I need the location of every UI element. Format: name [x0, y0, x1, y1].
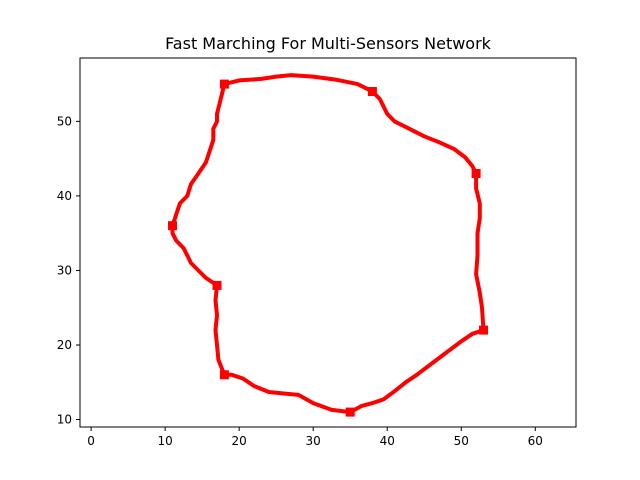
sensor-marker: [345, 407, 355, 417]
y-tick-label: 50: [57, 114, 72, 128]
x-tick-label: 10: [157, 434, 172, 448]
sensor-marker: [219, 370, 229, 380]
sensor-marker: [367, 87, 377, 96]
x-tick-label: 30: [306, 434, 321, 448]
x-tick-label: 40: [380, 434, 395, 448]
y-tick-label: 30: [57, 263, 72, 277]
y-axis: 10 20 30 40 50: [57, 114, 80, 427]
sensor-marker: [219, 79, 229, 89]
sensor-marker: [479, 325, 488, 335]
x-tick-label: 60: [528, 434, 543, 448]
chart-title: Fast Marching For Multi-Sensors Network: [165, 34, 492, 53]
plot-area: [168, 73, 488, 417]
y-tick-label: 20: [57, 338, 72, 352]
x-axis: 0 10 20 30 40 50 60: [87, 427, 543, 448]
sensor-marker: [168, 221, 177, 231]
y-tick-label: 40: [57, 189, 72, 203]
sensor-marker: [471, 169, 481, 178]
sensor-marker: [212, 280, 222, 290]
x-tick-label: 20: [232, 434, 247, 448]
contour-line: [170, 73, 486, 415]
x-tick-label: 0: [87, 434, 95, 448]
plot-frame: [79, 57, 577, 428]
x-tick-label: 50: [454, 434, 469, 448]
y-tick-label: 10: [57, 413, 72, 427]
